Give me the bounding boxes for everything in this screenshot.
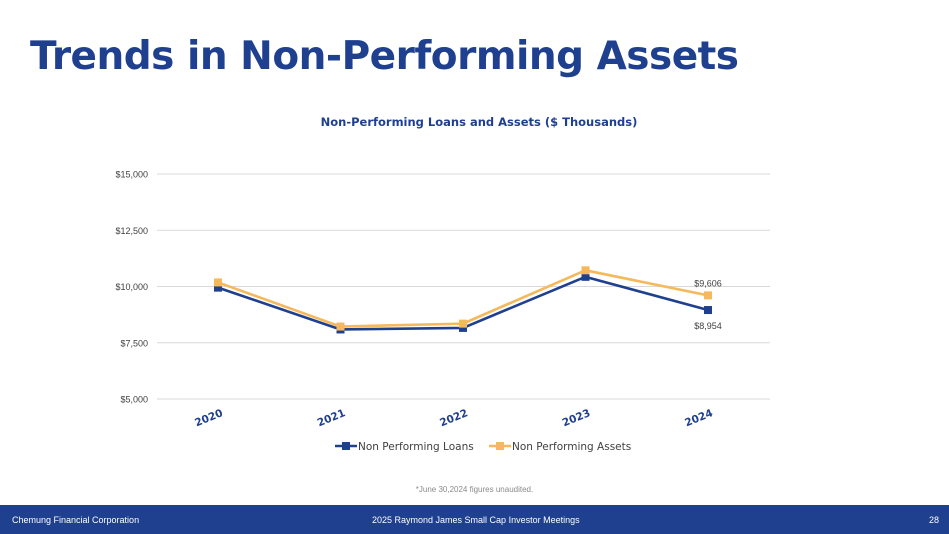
legend-label: Non Performing Assets [512, 441, 631, 453]
data-label: $8,954 [694, 321, 722, 331]
chart-legend: Non Performing Loans Non Performing Asset… [335, 441, 631, 453]
data-label: $9,606 [694, 278, 722, 288]
data-point-assets [704, 291, 712, 300]
footer-page-number: 28 [928, 515, 939, 525]
data-point-loans [459, 323, 467, 332]
slide-title: Trends in Non-Performing Assets [30, 34, 739, 79]
data-point-assets [336, 322, 345, 331]
line-chart: Non-Performing Loans and Assets ($ Thous… [115, 115, 770, 453]
y-tick-label: $15,000 [115, 170, 148, 180]
y-axis-tick-labels: $5,000 $7,500 $10,000 $12,500 $15,000 [115, 170, 148, 405]
y-tick-label: $7,500 [120, 338, 148, 348]
legend-label: Non Performing Loans [358, 441, 474, 453]
x-tick-label: 2022 [438, 407, 470, 429]
data-labels: $8,954 $9,606 [694, 278, 722, 331]
data-point-assets [459, 319, 467, 328]
y-tick-label: $12,500 [115, 226, 148, 236]
footnote: *June 30,2024 figures unaudited. [415, 485, 534, 494]
footer-bar: Chemung Financial Corporation 2025 Raymo… [0, 505, 949, 534]
gridlines [157, 173, 770, 400]
footer-company: Chemung Financial Corporation [12, 515, 140, 525]
series-line-assets [217, 268, 709, 328]
footer-event: 2025 Raymond James Small Cap Investor Me… [372, 515, 580, 525]
x-tick-label: 2021 [316, 407, 348, 429]
x-axis-tick-labels: 2020 2021 2022 2023 2024 [193, 407, 715, 429]
data-point-loans [214, 283, 222, 292]
y-tick-label: $10,000 [115, 282, 148, 292]
data-point-loans [581, 272, 590, 281]
x-tick-label: 2024 [683, 407, 715, 429]
x-tick-label: 2020 [193, 407, 225, 429]
series-lines [214, 266, 712, 334]
data-point-assets [214, 278, 222, 287]
legend-marker [342, 442, 350, 450]
data-point-assets [581, 266, 590, 275]
y-tick-label: $5,000 [120, 395, 148, 405]
legend-marker [496, 442, 504, 450]
chart-title: Non-Performing Loans and Assets ($ Thous… [321, 115, 638, 129]
x-tick-label: 2023 [561, 407, 593, 429]
data-point-loans [704, 306, 712, 315]
